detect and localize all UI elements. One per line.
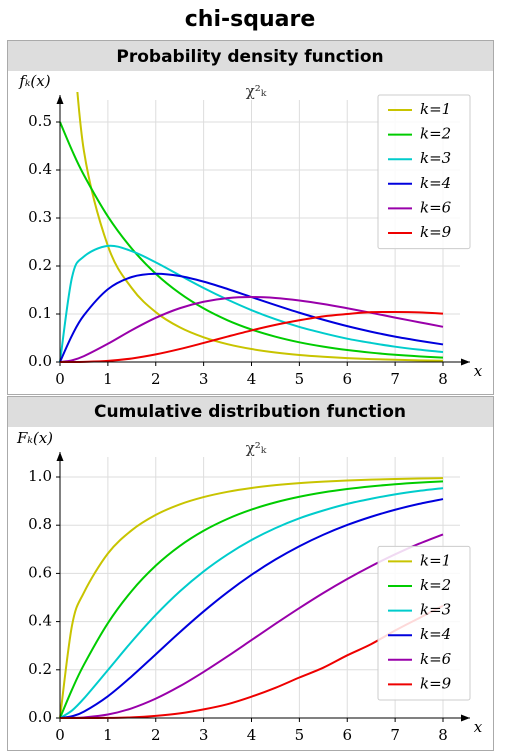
x-tick-label: 5 [295,370,305,388]
panel-title: Probability density function [116,47,383,67]
x-axis-label: x [474,362,483,380]
y-tick-label: 0.2 [28,256,52,274]
legend-box [377,545,471,701]
legend-label: k=9 [420,223,452,241]
x-tick-label: 7 [390,726,400,744]
x-tick-label: 6 [342,726,352,744]
x-tick-label: 3 [199,370,209,388]
y-tick-label: 1.0 [28,467,52,485]
y-tick-label: 0.0 [28,708,52,726]
panel-header [8,41,493,71]
legend-label: k=6 [420,650,452,668]
x-axis-arrow [461,358,470,366]
annotation: χ²ₖ [246,82,267,100]
series-line [59,498,444,719]
legend-label: k=9 [420,674,452,692]
x-tick-label: 1 [103,370,113,388]
y-axis-arrow [56,95,64,104]
legend-label: k=4 [420,625,451,643]
series-line [59,533,444,719]
series-line [59,487,444,719]
legend-label: k=3 [420,601,451,619]
y-tick-label: 0.3 [28,208,52,226]
legend-label: k=2 [420,576,451,594]
x-tick-label: 4 [247,726,257,744]
legend-label: k=4 [420,174,451,192]
x-tick-label: 2 [151,370,161,388]
legend-label: k=6 [420,198,452,216]
series-line [59,244,444,363]
x-tick-label: 7 [390,370,400,388]
page-title: chi-square [185,7,316,32]
legend-label: k=1 [420,551,451,569]
x-tick-label: 5 [295,726,305,744]
x-axis-arrow [461,714,470,722]
x-tick-label: 0 [55,370,65,388]
x-tick-label: 0 [55,726,65,744]
plot-area [59,92,444,364]
y-tick-label: 0.4 [28,612,52,630]
panel-title: Cumulative distribution function [94,402,406,422]
series-line [59,121,444,359]
y-tick-label: 0.2 [28,660,52,678]
series-line [59,480,444,719]
y-tick-label: 0.1 [28,304,52,322]
y-tick-label: 0.5 [28,112,52,130]
plot-area [59,477,444,720]
y-axis-label: Fₖ(x) [16,429,53,447]
y-axis-arrow [56,452,64,461]
x-tick-label: 2 [151,726,161,744]
x-tick-label: 1 [103,726,113,744]
y-tick-label: 0.8 [28,515,52,533]
x-tick-label: 8 [438,370,448,388]
y-tick-label: 0.0 [28,352,52,370]
x-axis-label: x [474,718,483,736]
x-tick-label: 3 [199,726,209,744]
y-tick-label: 0.4 [28,160,52,178]
series-line [59,477,444,719]
series-line [59,296,444,363]
annotation: χ²ₖ [246,439,267,457]
x-tick-label: 8 [438,726,448,744]
legend-box [377,94,471,250]
series-line [59,310,444,364]
legend-label: k=1 [420,100,451,118]
series-line [76,92,444,362]
y-axis-label: fₖ(x) [18,72,50,90]
x-tick-label: 4 [247,370,257,388]
series-line [59,272,444,363]
panel-header [8,397,493,427]
y-tick-label: 0.6 [28,563,52,581]
legend-label: k=3 [420,149,451,167]
x-tick-label: 6 [342,370,352,388]
legend-label: k=2 [420,125,451,143]
